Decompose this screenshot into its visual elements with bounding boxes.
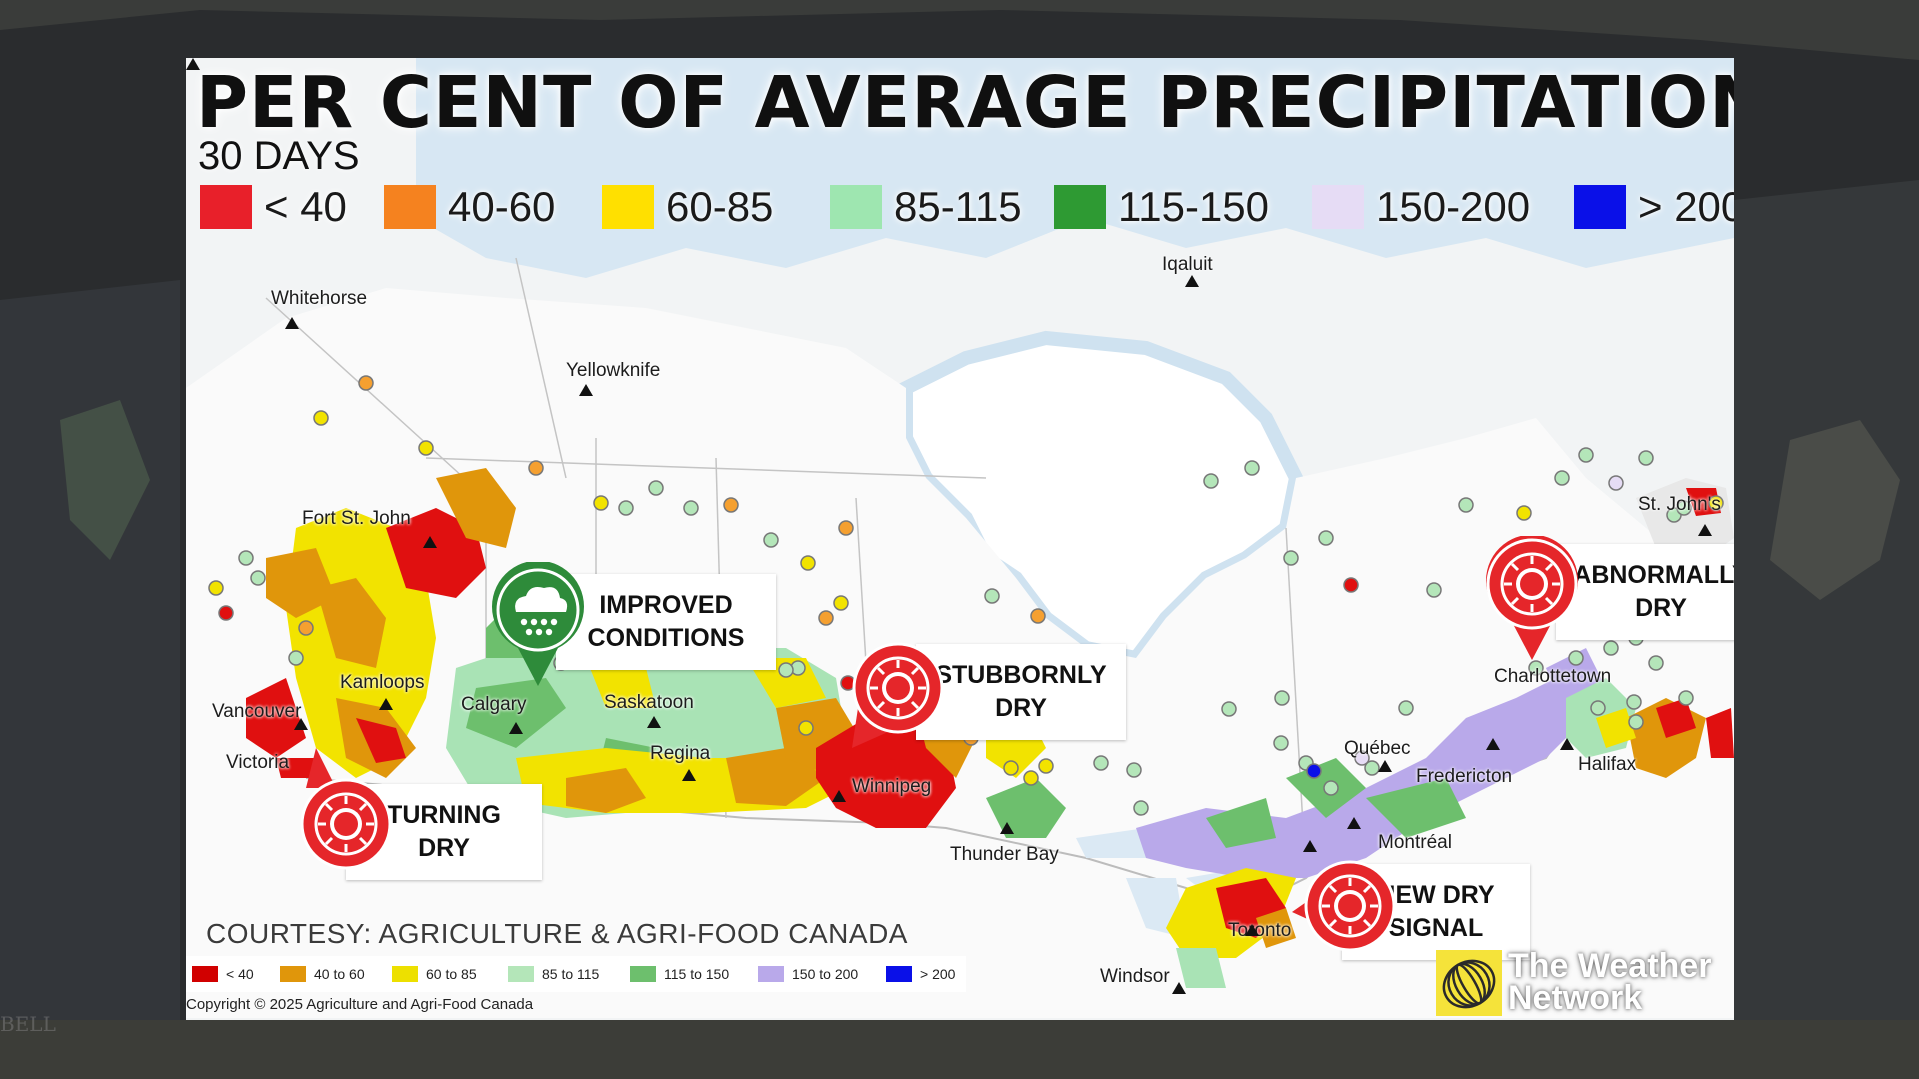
legend-swatch [886,966,912,982]
city-label-vancouver: Vancouver [212,701,302,722]
legend-label: < 40 [226,966,254,982]
city-label-regina: Regina [650,743,711,764]
legend-swatch [200,185,252,229]
brand-line2: Network [1508,979,1643,1017]
city-marker-icon [682,769,696,781]
city-marker-icon [294,718,308,730]
map-subtitle: 30 DAYS [198,134,360,178]
legend-swatch [602,185,654,229]
callout-line2: DRY [1635,594,1687,622]
city-marker-icon [186,58,200,70]
legend-label: > 200 [920,966,956,982]
city-label-fredericton: Fredericton [1416,766,1513,787]
city-label-victoria: Victoria [226,752,290,773]
legend-label: < 40 [264,183,347,230]
callout-line1: IMPROVED [599,591,733,619]
legend-label: 60-85 [666,183,774,230]
brand-name: The Weather Network [1508,947,1712,1017]
city-label-windsor: Windsor [1100,966,1170,987]
city-label-st-johns: St. John's [1638,494,1721,515]
city-marker-icon [1245,924,1259,936]
legend-label: 150 to 200 [792,966,859,982]
city-marker-icon [1347,817,1361,829]
city-label-halifax: Halifax [1578,754,1637,775]
city-marker-icon [1185,275,1199,287]
city-marker-icon [1698,524,1712,536]
legend-label: 150-200 [1376,183,1531,230]
legend-label: 85 to 115 [542,966,600,982]
sun-icon [300,748,392,870]
city-label-calgary: Calgary [461,694,527,715]
legend-swatch [384,185,436,229]
legend-swatch [630,966,656,982]
city-marker-icon [1378,760,1392,772]
brand-line1: The Weather [1508,947,1712,985]
city-label-saskatoon: Saskatoon [604,692,694,713]
callout-line1: STUBBORNLY [935,661,1107,689]
callout-improved-conditions: IMPROVED CONDITIONS [556,574,776,670]
sun-icon [1292,860,1396,952]
city-label-iqaluit: Iqaluit [1162,254,1213,275]
city-marker-icon [509,722,523,734]
city-label-montreal: Montréal [1378,832,1452,853]
callout-stubbornly-dry: STUBBORNLY DRY [916,644,1126,740]
watermark-text: BELL [0,1012,56,1036]
city-label-charlottetown: Charlottetown [1494,666,1612,687]
sun-icon [852,642,944,748]
legend-label: 115-150 [1118,183,1270,230]
city-label-winnipeg: Winnipeg [852,776,932,797]
legend-label: 115 to 150 [664,966,730,982]
city-label-kamloops: Kamloops [340,672,425,693]
city-marker-icon [579,384,593,396]
callout-line2: SIGNAL [1388,914,1484,942]
city-label-whitehorse: Whitehorse [271,288,368,309]
legend-swatch [1574,185,1626,229]
city-marker-icon [1000,822,1014,834]
brand-weather-network: The Weather Network [1436,947,1726,1017]
map-panel: PER CENT OF AVERAGE PRECIPITATION 30 DAY… [186,58,1734,1020]
callout-line1: TURNING [387,801,501,829]
city-marker-icon [1560,738,1574,750]
city-marker-icon [423,536,437,548]
legend-label: 85-115 [894,183,1022,230]
rain-cloud-icon [492,562,584,686]
callout-line1: NEW DRY [1377,881,1495,909]
city-marker-icon [285,317,299,329]
city-marker-icon [1486,738,1500,750]
legend-label: 60 to 85 [426,966,477,982]
legend-swatch [192,966,218,982]
legend-label: 40-60 [448,183,556,230]
legend-swatch [392,966,418,982]
callout-line2: DRY [995,694,1047,722]
city-marker-icon [647,716,661,728]
sun-icon [1486,536,1578,660]
city-label-thunder-bay: Thunder Bay [950,844,1059,865]
legend-swatch [758,966,784,982]
city-label-yellowknife: Yellowknife [566,360,661,381]
legend-swatch [280,966,306,982]
courtesy-text: COURTESY: AGRICULTURE & AGRI-FOOD CANADA [206,918,908,949]
city-marker-icon [1303,840,1317,852]
legend-top: < 40 40-60 60-85 85-115 115-150 150-200 … [200,183,1734,235]
city-label-quebec: Québec [1344,738,1411,759]
legend-swatch [830,185,882,229]
legend-label: 40 to 60 [314,966,365,982]
legend-swatch [1312,185,1364,229]
legend-label: > 200 [1638,183,1734,230]
copyright-text: Copyright © 2025 Agriculture and Agri-Fo… [186,996,534,1013]
city-marker-icon [379,698,393,710]
source-legend: < 40 40 to 60 60 to 85 85 to 115 115 to … [186,956,966,992]
city-label-fort-st-john: Fort St. John [302,508,411,529]
city-marker-icon [832,790,846,802]
city-label-toronto: Toronto [1228,920,1292,941]
callout-line2: CONDITIONS [587,624,745,652]
callout-line2: DRY [418,834,470,862]
legend-swatch [508,966,534,982]
city-marker-icon [1172,982,1186,994]
weather-network-logo-icon [1436,950,1502,1016]
legend-swatch [1054,185,1106,229]
map-title: PER CENT OF AVERAGE PRECIPITATION [196,61,1734,144]
callout-abnormally-dry: ABNORMALLY DRY [1556,544,1734,640]
callout-line1: ABNORMALLY [1573,561,1734,589]
